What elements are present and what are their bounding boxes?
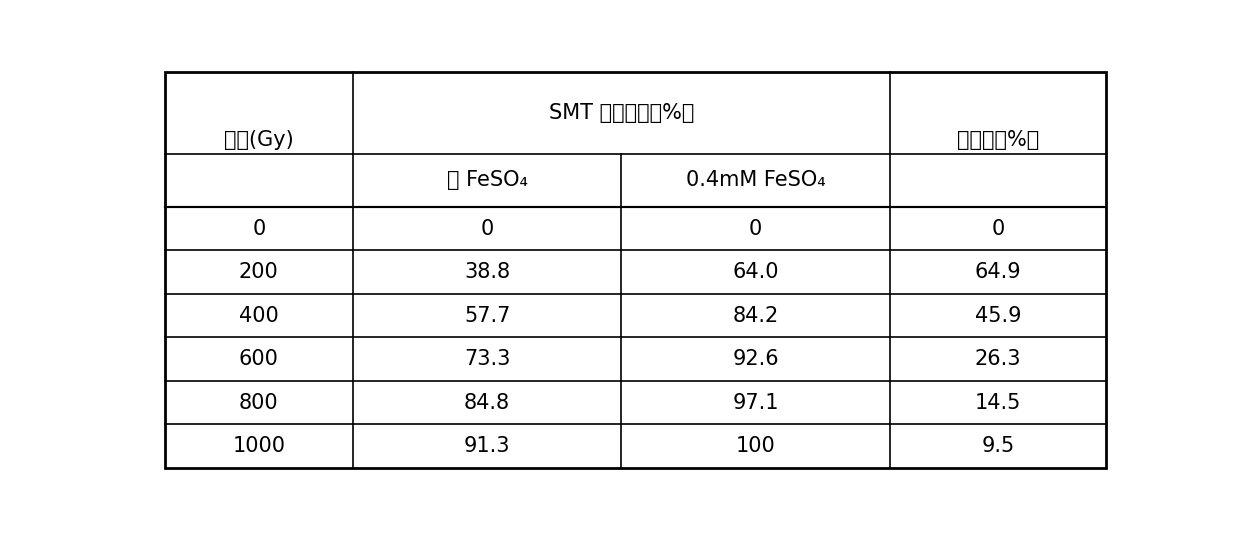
Text: 26.3: 26.3 <box>975 349 1022 369</box>
Text: SMT 的去除率（%）: SMT 的去除率（%） <box>548 103 694 123</box>
Text: 14.5: 14.5 <box>975 393 1022 412</box>
Text: 57.7: 57.7 <box>464 305 511 326</box>
Text: 0: 0 <box>992 219 1004 239</box>
Text: 0: 0 <box>481 219 494 239</box>
Text: 无 FeSO₄: 无 FeSO₄ <box>446 170 527 190</box>
Text: 91.3: 91.3 <box>464 436 511 456</box>
Text: 200: 200 <box>239 262 279 282</box>
Text: 73.3: 73.3 <box>464 349 511 369</box>
Text: 84.8: 84.8 <box>464 393 510 412</box>
Text: 100: 100 <box>735 436 775 456</box>
Text: 97.1: 97.1 <box>733 393 779 412</box>
Text: 9.5: 9.5 <box>982 436 1014 456</box>
Text: 400: 400 <box>239 305 279 326</box>
Text: 0: 0 <box>749 219 763 239</box>
Text: 0.4mM FeSO₄: 0.4mM FeSO₄ <box>686 170 826 190</box>
Text: 64.9: 64.9 <box>975 262 1022 282</box>
Text: 600: 600 <box>239 349 279 369</box>
Text: 提高率（%）: 提高率（%） <box>957 129 1039 150</box>
Text: 1000: 1000 <box>232 436 285 456</box>
Text: 64.0: 64.0 <box>733 262 779 282</box>
Text: 38.8: 38.8 <box>464 262 510 282</box>
Text: 45.9: 45.9 <box>975 305 1022 326</box>
Text: 800: 800 <box>239 393 279 412</box>
Text: 92.6: 92.6 <box>733 349 779 369</box>
Text: 84.2: 84.2 <box>733 305 779 326</box>
Text: 剂量(Gy): 剂量(Gy) <box>224 129 294 150</box>
Text: 0: 0 <box>252 219 265 239</box>
